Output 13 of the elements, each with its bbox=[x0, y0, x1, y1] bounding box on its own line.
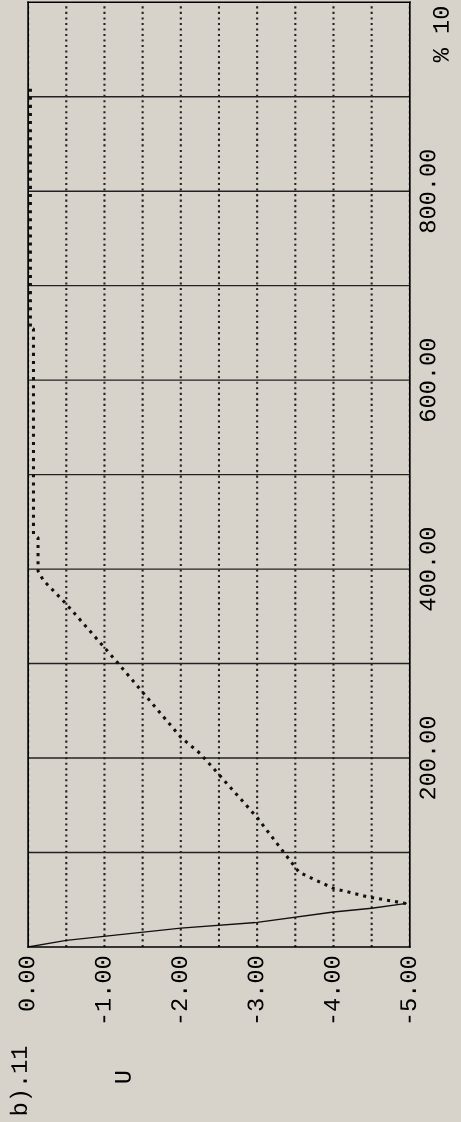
x-tick-label: -3.00 bbox=[247, 956, 264, 1023]
y-tick-label: 200.00 bbox=[419, 716, 436, 799]
y-tick-label: 600.00 bbox=[419, 339, 436, 421]
text: U bbox=[115, 1071, 131, 1083]
y-tick-label: 400.00 bbox=[419, 528, 436, 611]
text: % 10 bbox=[432, 7, 449, 63]
x-tick-label: -5.00 bbox=[400, 956, 417, 1023]
y-tick-label: 800.00 bbox=[419, 150, 436, 233]
x-tick-label: -4.00 bbox=[323, 956, 340, 1023]
x-tick-label: -2.00 bbox=[171, 956, 188, 1023]
text: b).11 bbox=[9, 1046, 32, 1115]
x-tick-label: -1.00 bbox=[94, 956, 111, 1023]
x-tick-label: 0.00 bbox=[18, 956, 35, 1011]
